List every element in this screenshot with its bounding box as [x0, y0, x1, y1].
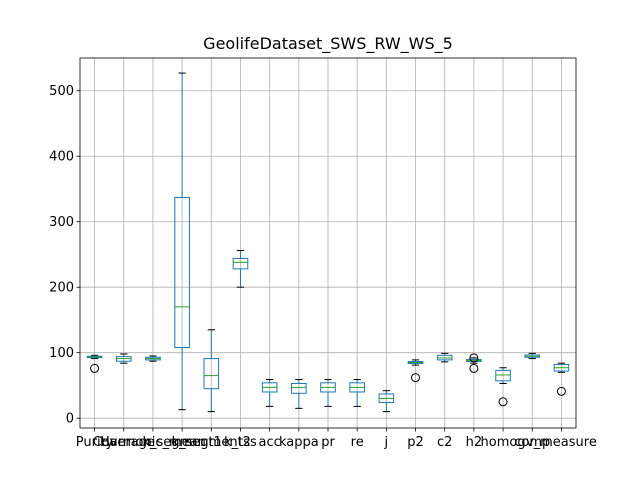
x-tick-label: k_segment1	[142, 435, 221, 450]
x-tick-label: re	[351, 435, 364, 450]
x-tick-label: acc	[259, 435, 281, 450]
box-comp	[524, 352, 541, 360]
box-pr	[320, 379, 336, 407]
x-tick-label: c2	[437, 435, 452, 450]
outlier-point	[556, 386, 566, 396]
box-Coverage	[115, 353, 132, 364]
y-tick-label: 500	[49, 84, 74, 99]
box-k_segment1	[174, 72, 190, 411]
box-homog	[495, 367, 511, 407]
box-kappa	[291, 379, 307, 409]
box-Harmonic_mean	[145, 355, 161, 362]
x-tick-label: pr	[321, 435, 335, 450]
x-tick-label: homog	[481, 435, 526, 450]
y-tick-label: 200	[49, 281, 74, 296]
outlier-point	[411, 373, 421, 383]
box-body	[174, 196, 190, 348]
outlier-point	[469, 353, 479, 363]
x-tick-label: k_segment2	[172, 435, 251, 450]
outlier-point	[90, 363, 100, 373]
x-tick-label: p2	[407, 435, 424, 450]
x-tick-label: j	[384, 435, 389, 450]
x-tick-label: Coverage	[93, 435, 155, 450]
box-Purity	[86, 354, 103, 373]
tick-layer: 0 100 200 300 400 500 PurityCoverageHarmonic_m…	[49, 84, 597, 450]
box-layer	[86, 72, 570, 413]
box-c2	[436, 352, 453, 363]
box-body	[232, 257, 249, 270]
box-body	[203, 358, 220, 390]
x-tick-label: Harmonic_mean	[100, 435, 206, 450]
box-k_tss	[232, 250, 249, 288]
x-tick-label: Purity	[76, 435, 114, 450]
y-tick-label: 100	[49, 346, 74, 361]
outlier-point	[498, 397, 508, 407]
grid-layer	[80, 58, 576, 428]
box-acc	[261, 379, 278, 407]
box-p2	[407, 359, 424, 383]
box-h2	[466, 353, 482, 373]
x-tick-label: h2	[466, 435, 483, 450]
x-tick-label: kappa	[279, 435, 319, 450]
chart-title: GeolifeDataset_SWS_RW_WS_5	[203, 34, 453, 54]
box-body	[291, 382, 307, 394]
x-tick-label: v_measure	[526, 435, 597, 450]
box-v_measure	[553, 362, 570, 396]
x-tick-label: comp	[514, 435, 550, 450]
y-tick-label: 300	[49, 215, 74, 230]
box-re	[349, 379, 365, 407]
x-tick-label: k_tss	[224, 435, 257, 450]
box-body	[495, 369, 511, 382]
y-tick-label: 400	[49, 150, 74, 165]
box-j	[378, 390, 395, 413]
outlier-point	[469, 363, 479, 373]
box-k_segment2	[203, 329, 220, 413]
y-tick-label: 0	[66, 412, 74, 427]
